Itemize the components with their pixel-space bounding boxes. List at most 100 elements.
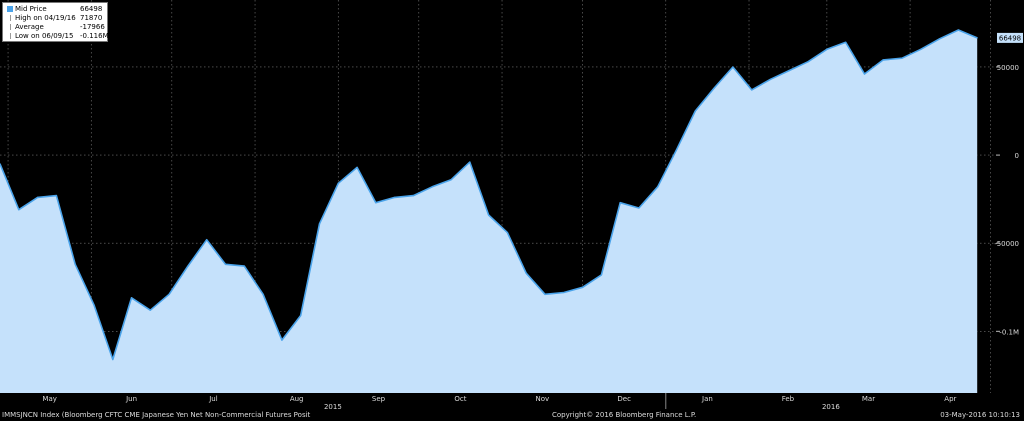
data-point (394, 196, 396, 198)
legend-swatch-icon (7, 6, 13, 12)
y-tick-label: 0 (1015, 152, 1019, 160)
x-tick-label: May (42, 395, 56, 403)
data-point (619, 202, 621, 204)
data-point (976, 37, 978, 39)
legend-marker-icon (10, 24, 11, 30)
data-point (450, 179, 452, 181)
data-point (788, 69, 790, 72)
legend-row-average: Average -17966 (3, 23, 107, 32)
data-point (74, 263, 76, 265)
data-point (412, 195, 415, 197)
data-point (168, 293, 170, 295)
data-point (93, 304, 95, 306)
legend-row-low: Low on 06/09/15 -0.116M (3, 32, 109, 41)
data-point (224, 263, 227, 265)
x-tick-label: Jul (208, 395, 218, 403)
x-year-label: 2016 (822, 403, 840, 411)
data-point (638, 207, 640, 209)
x-tick-label: Nov (535, 395, 549, 403)
data-point (563, 291, 565, 294)
data-point (769, 78, 772, 80)
legend: Mid Price 66498 High on 04/19/16 71870 A… (2, 2, 109, 42)
data-point (375, 202, 377, 204)
last-value-marker: 66498 (997, 32, 1023, 43)
legend-mid-price-value: 66498 (80, 5, 103, 13)
data-point (112, 358, 114, 361)
data-point (920, 48, 922, 50)
legend-high-value: 71870 (80, 14, 103, 22)
y-tick-label: -50000 (994, 240, 1019, 248)
data-point (694, 110, 696, 112)
data-point (55, 195, 57, 197)
x-tick-label: Aug (290, 395, 304, 403)
last-value-label: 66498 (999, 34, 1021, 42)
data-point (356, 166, 358, 169)
x-tick-label: Sep (372, 395, 386, 403)
data-point (130, 297, 133, 299)
legend-row-mid-price: Mid Price 66498 (3, 5, 107, 14)
legend-low-label: Low on 06/09/15 (15, 32, 74, 40)
data-point (0, 163, 1, 165)
data-point (732, 66, 734, 68)
legend-mid-price-label: Mid Price (15, 5, 47, 13)
x-tick-label: Feb (782, 395, 795, 403)
data-point (600, 274, 602, 276)
data-point (957, 29, 960, 31)
data-point (863, 73, 866, 75)
data-point (901, 57, 903, 59)
x-tick-label: Jan (701, 395, 713, 403)
y-axis: 50000 0 -50000 -0.1M (994, 64, 1019, 336)
data-point (300, 314, 302, 317)
area-layer (0, 29, 978, 393)
data-point (281, 339, 283, 341)
y-tick-label: 50000 (997, 64, 1019, 72)
data-point (751, 89, 753, 91)
data-point (488, 214, 490, 216)
data-point (469, 161, 471, 163)
footer-timestamp: 03-May-2016 10:10:13 (940, 411, 1020, 419)
x-year-label: 2015 (324, 403, 342, 411)
data-point (431, 186, 433, 188)
data-point (675, 149, 678, 151)
x-tick-label: Mar (862, 395, 875, 403)
data-point (149, 309, 151, 311)
data-point (713, 87, 715, 89)
last-value-box (997, 32, 1023, 43)
legend-row-high: High on 04/19/16 71870 (3, 14, 107, 23)
data-point (206, 239, 208, 241)
x-tick-label: Jun (125, 395, 137, 403)
y-tick-label: -0.1M (999, 328, 1019, 336)
legend-average-label: Average (15, 23, 44, 31)
footer-bar: IMMSJNCN Index (Bloomberg CFTC CME Japan… (0, 410, 1024, 421)
data-point (581, 286, 584, 288)
x-tick-label: Oct (454, 395, 466, 403)
data-point (18, 209, 20, 211)
legend-low-value: -0.116M (80, 32, 109, 40)
data-point (318, 223, 321, 225)
data-point (845, 41, 847, 43)
data-point (939, 38, 941, 40)
x-tick-label: Apr (944, 395, 956, 403)
legend-marker-icon (10, 15, 11, 21)
data-point (525, 272, 527, 274)
data-point (544, 293, 546, 295)
data-point (657, 186, 659, 188)
footer-index-description: IMMSJNCN Index (Bloomberg CFTC CME Japan… (2, 411, 311, 419)
data-point (243, 265, 245, 267)
data-point (337, 182, 339, 184)
footer-copyright: Copyright© 2016 Bloomberg Finance L.P. (552, 411, 697, 419)
legend-average-value: -17966 (80, 23, 105, 31)
data-point (506, 232, 508, 234)
series-area-fill (0, 30, 978, 393)
data-point (807, 61, 809, 63)
legend-high-label: High on 04/19/16 (15, 14, 76, 22)
data-point (826, 48, 828, 50)
data-point (187, 265, 189, 267)
data-point (262, 293, 264, 295)
legend-marker-icon (10, 33, 11, 39)
data-point (36, 196, 39, 198)
x-axis: May Jun Jul Aug Sep Oct Nov Dec Jan Feb Mar Apr 2015… (42, 393, 957, 411)
x-tick-label: Dec (617, 395, 631, 403)
data-point (882, 59, 884, 61)
